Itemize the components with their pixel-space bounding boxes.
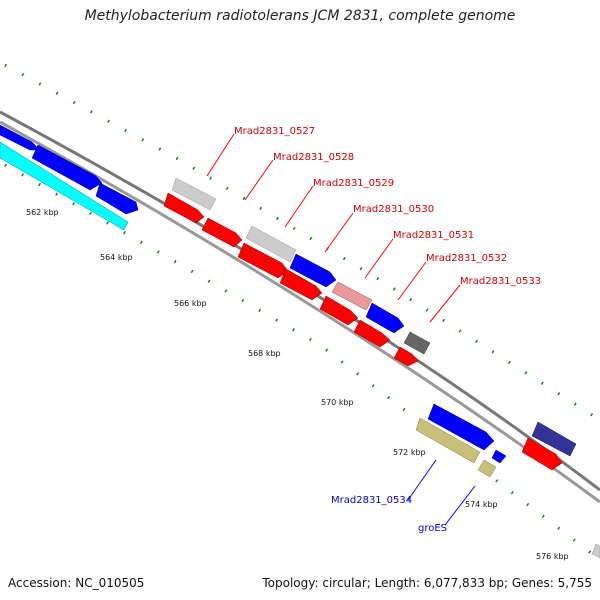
gene-blue-small[interactable]	[491, 449, 507, 464]
gene-label-mrad0533[interactable]: Mrad2831_0533	[460, 276, 541, 287]
scale-label: 564 kbp	[100, 253, 133, 262]
gene-label-groES[interactable]: groES	[418, 523, 447, 534]
leader-mrad0531	[364, 238, 394, 279]
genome-backbone-outer	[0, 110, 600, 492]
leader-mrad0533	[429, 284, 461, 323]
gene-label-mrad0530[interactable]: Mrad2831_0530	[353, 204, 434, 215]
leader-mrad0534	[407, 459, 437, 501]
gene-groES[interactable]	[477, 459, 497, 478]
scale-label: 576 kbp	[536, 552, 569, 561]
map-title: Methylobacterium radiotolerans JCM 2831,…	[84, 8, 516, 24]
gene-label-mrad0532[interactable]: Mrad2831_0532	[426, 253, 507, 264]
scale-label: 562 kbp	[26, 208, 59, 217]
leader-mrad0528	[244, 159, 274, 201]
gene-label-mrad0527[interactable]: Mrad2831_0527	[234, 126, 315, 137]
gene-blue-left-2[interactable]	[31, 144, 103, 191]
leader-mrad0530	[324, 212, 354, 253]
scale-label: 574 kbp	[465, 500, 498, 509]
gene-red-2[interactable]	[201, 217, 243, 248]
leader-groES	[444, 485, 476, 526]
gene-label-mrad0531[interactable]: Mrad2831_0531	[393, 230, 474, 241]
gene-red-1[interactable]	[163, 192, 205, 224]
scale-label: 572 kbp	[393, 448, 426, 457]
gene-mrad0528[interactable]	[245, 225, 297, 263]
gene-mrad0527[interactable]	[171, 177, 217, 211]
gene-red-4[interactable]	[279, 268, 323, 301]
gene-red-5[interactable]	[319, 295, 359, 326]
scale-label: 570 kbp	[321, 398, 354, 407]
gene-cyan-left[interactable]	[0, 141, 129, 231]
accession-text: Accession: NC_010505	[8, 576, 145, 590]
inner-ruler-ticks	[4, 163, 600, 562]
leader-mrad0532	[397, 261, 427, 301]
gene-blue-left-1[interactable]	[0, 124, 41, 151]
gene-red-3[interactable]	[237, 242, 289, 279]
scale-label: 566 kbp	[174, 299, 207, 308]
gene-navy-right[interactable]	[531, 421, 577, 457]
gene-label-mrad0528[interactable]: Mrad2831_0528	[273, 152, 354, 163]
gene-gray-right[interactable]	[591, 543, 600, 559]
leader-mrad0527	[206, 133, 235, 177]
outer-ruler-ticks	[4, 63, 600, 422]
gene-mrad0531[interactable]	[365, 302, 405, 334]
gene-mrad0533[interactable]	[403, 331, 431, 355]
gene-blue-572[interactable]	[427, 403, 495, 451]
scale-label: 568 kbp	[248, 349, 281, 358]
gene-red-6[interactable]	[353, 319, 391, 348]
gene-red-7[interactable]	[393, 346, 419, 367]
gene-mrad0529[interactable]	[289, 253, 337, 288]
gene-label-mrad0529[interactable]: Mrad2831_0529	[313, 178, 394, 189]
gene-blue-left-3[interactable]	[95, 182, 139, 215]
gene-label-mrad0534[interactable]: Mrad2831_0534	[331, 495, 412, 506]
gene-red-right[interactable]	[521, 437, 563, 471]
gene-mrad0530[interactable]	[331, 281, 373, 311]
leader-mrad0529	[284, 185, 314, 228]
gene-mrad0534[interactable]	[415, 417, 481, 464]
genome-summary-text: Topology: circular; Length: 6,077,833 bp…	[262, 576, 592, 590]
